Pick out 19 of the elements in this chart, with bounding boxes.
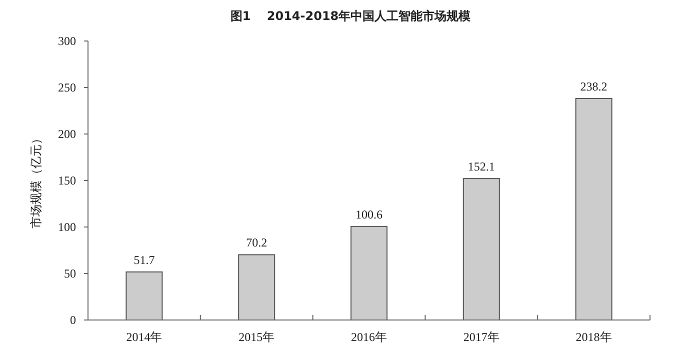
data-label: 152.1	[468, 160, 495, 174]
y-tick-label: 300	[58, 34, 76, 48]
y-tick-label: 0	[70, 313, 76, 327]
y-tick-label: 150	[58, 174, 76, 188]
y-tick-label: 200	[58, 127, 76, 141]
data-label: 70.2	[246, 236, 268, 250]
x-tick-label: 2018年	[576, 330, 612, 344]
y-axis-title: 市场规模（亿元）	[29, 132, 43, 228]
y-tick-label: 50	[64, 266, 76, 280]
x-tick-label: 2017年	[463, 330, 500, 344]
x-tick-label: 2014年	[126, 330, 162, 344]
data-label: 238.2	[580, 79, 608, 94]
x-tick-label: 2015年	[238, 330, 275, 344]
data-label: 100.6	[356, 207, 382, 222]
chart-title: 图1 2014-2018年中国人工智能市场规模	[230, 9, 471, 23]
data-label: 51.7	[134, 252, 155, 267]
y-tick-label: 100	[58, 220, 76, 234]
y-tick-label: 250	[58, 80, 76, 94]
x-tick-label: 2016年	[351, 330, 387, 344]
